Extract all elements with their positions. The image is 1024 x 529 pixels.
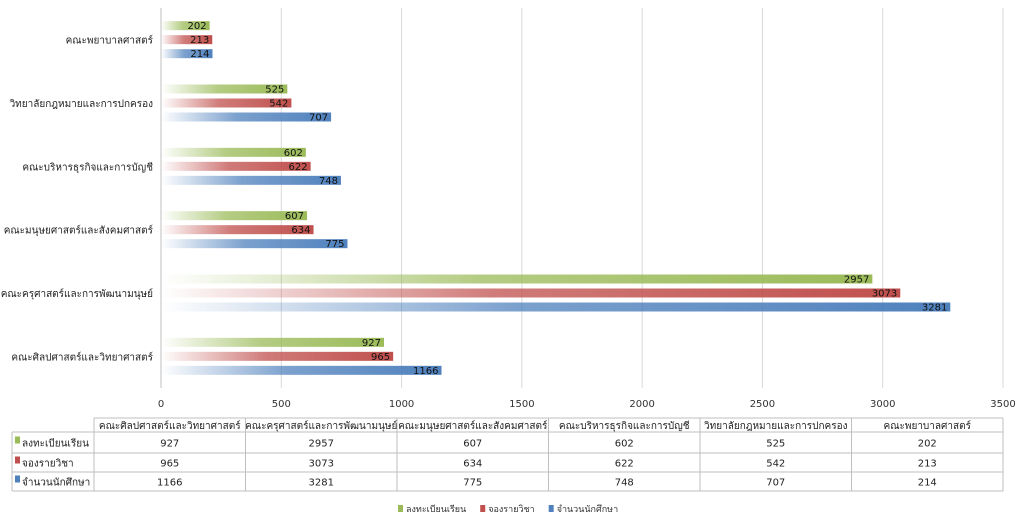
table-cell: 622	[615, 459, 634, 470]
table-header-cell: คณะมนุษยศาสตร์และสังคมศาสตร์	[398, 420, 548, 432]
bar-registered	[161, 84, 288, 94]
bar-value-label: 775	[325, 239, 344, 250]
bar-value-label: 525	[265, 85, 284, 96]
bar-registered	[161, 337, 385, 347]
table-cell: 602	[615, 439, 634, 450]
table-cell: 775	[463, 478, 482, 489]
bar-students	[161, 175, 341, 185]
x-tick-label: 1000	[389, 399, 414, 410]
legend-label: จองรายวิชา	[488, 504, 534, 515]
x-tick-label: 2500	[750, 399, 775, 410]
table-series-name: ลงทะเบียนเรียน	[22, 438, 89, 450]
bar-value-label: 634	[291, 225, 310, 236]
category-labels: คณะศิลปศาสตร์และวิทยาศาสตร์ คณะครุศาสตร์แ…	[1, 35, 154, 364]
bar-value-label: 607	[285, 211, 304, 222]
table-cell: 202	[918, 439, 937, 450]
category-label: คณะพยาบาลศาสตร์	[66, 35, 154, 47]
bar-value-label: 622	[289, 162, 308, 173]
table-cell: 707	[766, 478, 785, 489]
bar-registered	[161, 274, 873, 284]
bar-value-label: 202	[188, 21, 207, 32]
table-legend-key	[15, 456, 20, 464]
table-legend-key	[15, 436, 20, 444]
table-cell: 927	[160, 439, 179, 450]
bar-value-label: 748	[319, 176, 338, 187]
x-tick-label: 1500	[509, 399, 534, 410]
bar-value-label: 927	[362, 338, 381, 349]
bar-booked	[161, 98, 292, 108]
x-tick-label: 0	[158, 399, 164, 410]
bar-booked	[161, 225, 314, 235]
category-label: วิทยาลัยกฎหมายและการปกครอง	[9, 99, 153, 110]
bar-booked	[161, 161, 311, 171]
table-cell: 525	[766, 439, 785, 450]
bar-registered	[161, 147, 306, 157]
table-cell: 3073	[309, 459, 334, 470]
legend-label: จำนวนนักศึกษา	[557, 504, 618, 515]
bar-value-label: 707	[309, 113, 328, 124]
bar-registered	[161, 21, 210, 31]
table-series-name: จำนวนนักศึกษา	[22, 477, 90, 489]
x-tick-label: 2000	[629, 399, 654, 410]
bar-value-label: 3073	[872, 289, 897, 300]
bar-value-label: 965	[371, 352, 390, 363]
bar-value-label: 214	[190, 49, 209, 60]
bar-students	[161, 365, 442, 375]
bar-registered	[161, 211, 308, 221]
bar-value-label: 1166	[413, 366, 438, 377]
table-cell: 634	[463, 459, 482, 470]
bar-value-label: 213	[190, 35, 209, 46]
gridlines	[160, 8, 1004, 388]
table-cell: 748	[615, 478, 634, 489]
legend-key	[480, 505, 486, 512]
bar-value-label: 3281	[922, 303, 947, 314]
bars	[161, 21, 951, 375]
legend-label: ลงทะเบียนเรียน	[406, 504, 466, 515]
bar-students	[161, 49, 213, 59]
bar-value-label: 2957	[844, 275, 869, 286]
table-header-cell: คณะบริหารธุรกิจและการบัญชี	[559, 420, 690, 432]
bar-booked	[161, 288, 901, 298]
x-tick-label: 3000	[870, 399, 895, 410]
table-cell: 214	[918, 478, 937, 489]
bar-value-label: 542	[269, 99, 288, 110]
table-header-cell: คณะศิลปศาสตร์และวิทยาศาสตร์	[99, 420, 241, 432]
table-cell: 542	[766, 459, 785, 470]
category-label: คณะบริหารธุรกิจและการบัญชี	[22, 161, 153, 173]
table-cell: 607	[463, 439, 482, 450]
table-cell: 2957	[309, 439, 334, 450]
bar-booked	[161, 35, 213, 45]
table-header-cell: วิทยาลัยกฎหมายและการปกครอง	[704, 421, 848, 432]
x-tick-label: 500	[272, 399, 291, 410]
category-label: คณะศิลปศาสตร์และวิทยาศาสตร์	[11, 351, 153, 363]
bar-booked	[161, 351, 394, 361]
table-header-cell: คณะครุศาสตร์และการพัฒนามนุษย์	[245, 420, 397, 432]
table-cell: 1166	[157, 478, 182, 489]
bar-students	[161, 302, 951, 312]
table-cell: 213	[918, 459, 937, 470]
x-axis-ticks: 0 500 1000 1500 2000 2500 3000 3500	[158, 399, 1016, 410]
category-label: คณะมนุษยศาสตร์และสังคมศาสตร์	[4, 225, 154, 237]
category-label: คณะครุศาสตร์และการพัฒนามนุษย์	[1, 288, 153, 300]
legend: ลงทะเบียนเรียน จองรายวิชา จำนวนนักศึกษา	[398, 504, 618, 515]
table-legend-key	[15, 475, 20, 483]
table-cell: 965	[160, 459, 179, 470]
bar-students	[161, 239, 348, 249]
bar-students	[161, 112, 332, 122]
data-table: คณะศิลปศาสตร์และวิทยาศาสตร์ คณะครุศาสตร์แ…	[11, 417, 1004, 492]
legend-key	[398, 505, 403, 512]
legend-key	[548, 505, 554, 512]
table-series-name: จองรายวิชา	[22, 459, 74, 470]
table-header-cell: คณะพยาบาลศาสตร์	[884, 420, 972, 432]
bar-value-label: 602	[284, 148, 303, 159]
x-tick-label: 3500	[990, 399, 1015, 410]
table-cell: 3281	[309, 478, 334, 489]
